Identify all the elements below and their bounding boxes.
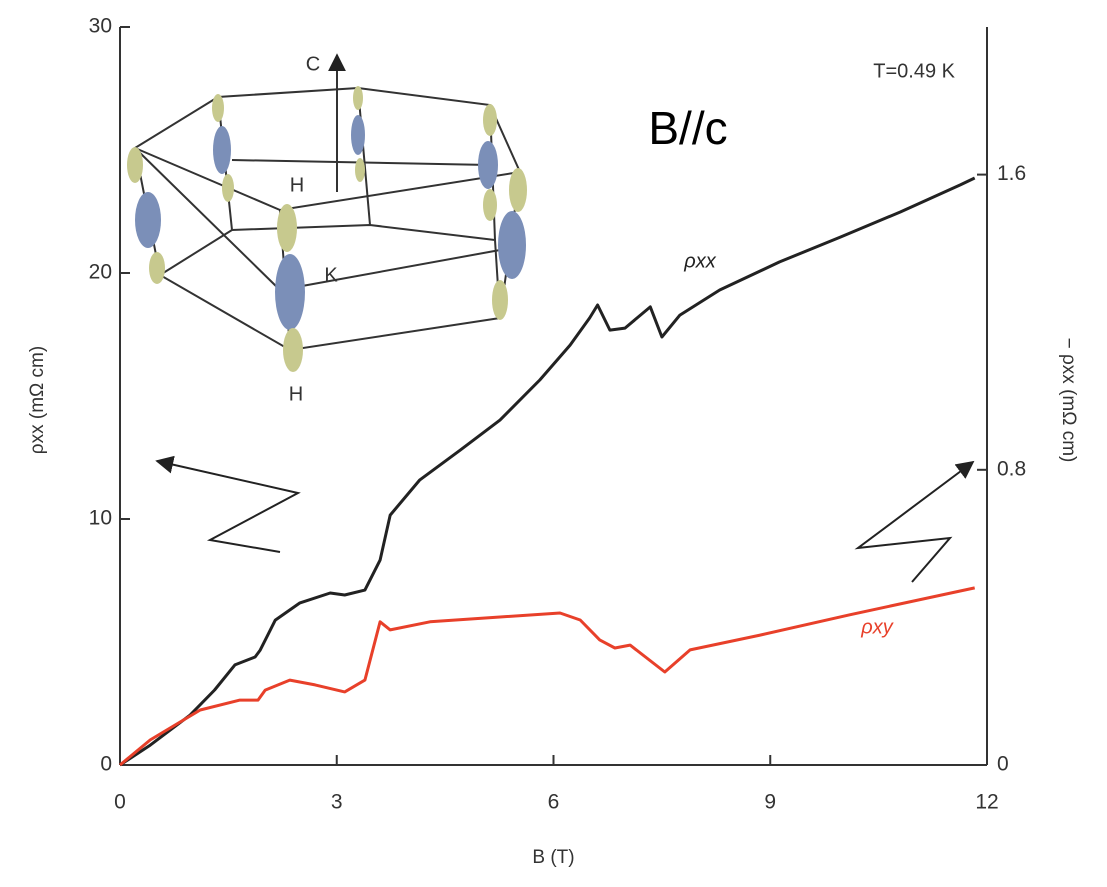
x-tick-label: 9	[764, 791, 776, 814]
y2-tick-label: 0	[997, 753, 1009, 776]
inset-diagram	[135, 55, 520, 350]
x-axis-label: B (T)	[532, 847, 574, 868]
inset-edges	[135, 88, 520, 350]
y-tick-label: 10	[89, 507, 112, 530]
left-axis-arrow	[157, 461, 298, 552]
y-tick-label: 20	[89, 261, 112, 284]
temperature-annotation: T=0.49 K	[873, 60, 955, 82]
series-line	[120, 588, 975, 765]
chart: C H K H T=0.49 K B//c 0 3 6 9 12 0 10 20 30 0 0.8 1…	[0, 0, 1107, 882]
series-label: ρxx	[683, 250, 716, 272]
y2-tick-label: 1.6	[997, 162, 1026, 185]
x-tick-label: 12	[975, 791, 998, 814]
inset-label: K	[324, 264, 338, 286]
y2-tick-label: 0.8	[997, 457, 1026, 480]
y-tick-label: 0	[100, 753, 112, 776]
x-tick-label: 6	[548, 791, 560, 814]
inset-label: C	[306, 53, 320, 75]
series-label: ρxy	[860, 616, 893, 638]
inset-top-face	[135, 88, 520, 210]
right-axis-arrow	[858, 462, 973, 582]
x-tick-label: 3	[331, 791, 343, 814]
y-axis-label: ρxx (mΩ cm)	[27, 346, 48, 454]
inset-label: H	[290, 174, 304, 196]
field-annotation: B//c	[648, 102, 727, 154]
page: {"chart_data": { "type": "line", "xlabel…	[0, 0, 1107, 887]
y2-axis-label: − ρxx (mΩ cm)	[1058, 338, 1079, 463]
inset-label: H	[289, 383, 303, 405]
series-line	[120, 178, 975, 765]
inset-bottom-face	[160, 225, 500, 350]
y-tick-label: 30	[89, 15, 112, 38]
x-tick-label: 0	[114, 791, 126, 814]
inset-orbits	[127, 86, 527, 372]
